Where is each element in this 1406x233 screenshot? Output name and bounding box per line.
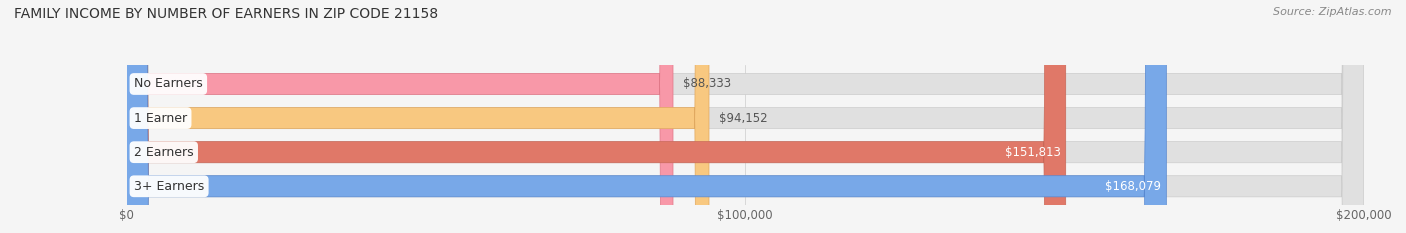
Text: 1 Earner: 1 Earner xyxy=(134,112,187,125)
Text: Source: ZipAtlas.com: Source: ZipAtlas.com xyxy=(1274,7,1392,17)
FancyBboxPatch shape xyxy=(127,0,1364,233)
Text: $94,152: $94,152 xyxy=(718,112,768,125)
Text: $168,079: $168,079 xyxy=(1105,180,1161,193)
FancyBboxPatch shape xyxy=(127,0,1364,233)
Text: No Earners: No Earners xyxy=(134,78,202,90)
FancyBboxPatch shape xyxy=(127,0,1364,233)
Text: 2 Earners: 2 Earners xyxy=(134,146,194,159)
FancyBboxPatch shape xyxy=(127,0,1167,233)
Text: $151,813: $151,813 xyxy=(1005,146,1060,159)
FancyBboxPatch shape xyxy=(127,0,1066,233)
FancyBboxPatch shape xyxy=(127,0,709,233)
FancyBboxPatch shape xyxy=(127,0,673,233)
Text: FAMILY INCOME BY NUMBER OF EARNERS IN ZIP CODE 21158: FAMILY INCOME BY NUMBER OF EARNERS IN ZI… xyxy=(14,7,439,21)
Text: 3+ Earners: 3+ Earners xyxy=(134,180,204,193)
FancyBboxPatch shape xyxy=(127,0,1364,233)
Text: $88,333: $88,333 xyxy=(683,78,731,90)
